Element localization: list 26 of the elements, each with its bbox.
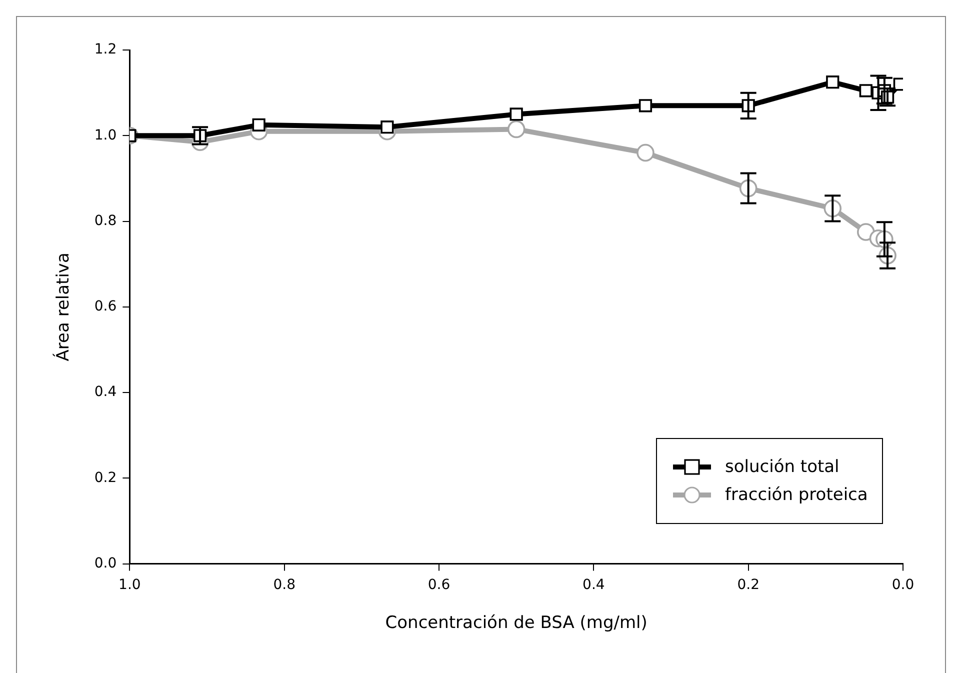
point [380, 120, 394, 134]
y-axis-title: Área relativa [52, 252, 74, 362]
legend-label: solución total [725, 456, 840, 477]
legend-label: fracción proteica [725, 484, 868, 505]
x-tick-label: 0.4 [582, 576, 605, 593]
point [252, 118, 266, 132]
point [638, 99, 652, 112]
point [507, 120, 526, 138]
y-tick-label: 0.2 [94, 470, 117, 486]
point [636, 144, 654, 162]
y-tick-label: 1.2 [94, 42, 117, 58]
y-tick-label: 1.0 [94, 127, 117, 144]
x-tick-label: 0.8 [273, 576, 296, 593]
point [826, 76, 840, 89]
x-tick-label: 0.2 [737, 576, 760, 593]
x-tick-label: 0.6 [428, 576, 450, 593]
x-tick-label: 1.0 [118, 576, 141, 593]
y-tick-label: 0.4 [94, 384, 117, 400]
point [856, 223, 875, 241]
point [510, 108, 523, 121]
y-tick-label: 0.8 [94, 212, 117, 229]
x-axis-title: Concentración de BSA (mg/ml) [385, 613, 648, 634]
x-tick-label: 0.0 [892, 576, 914, 593]
y-tick-label: 0.0 [94, 555, 117, 572]
y-tick-label: 0.6 [94, 298, 117, 315]
point [859, 84, 872, 98]
